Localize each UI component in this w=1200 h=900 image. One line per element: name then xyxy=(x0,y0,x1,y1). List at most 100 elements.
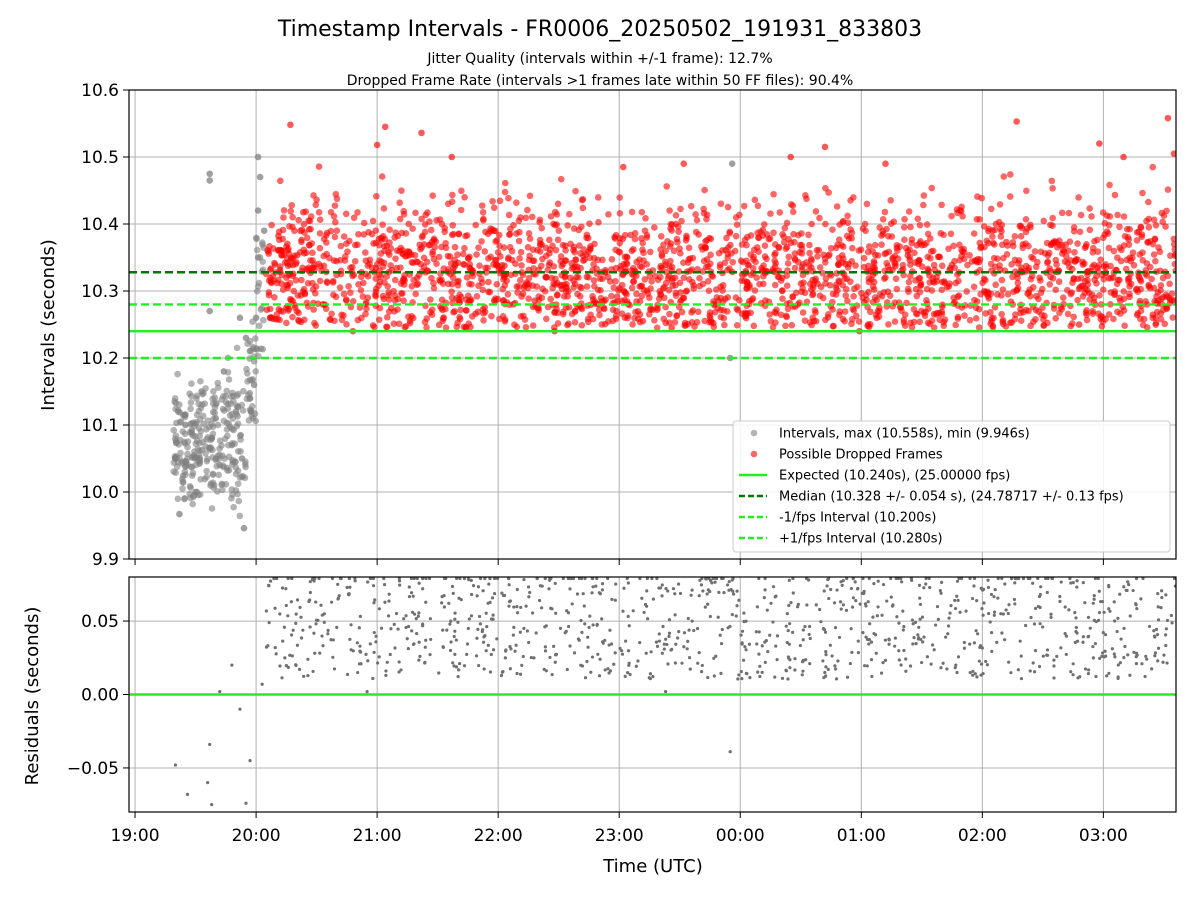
interval-point xyxy=(230,503,237,511)
dropped-frame-point xyxy=(291,304,299,311)
residual-point xyxy=(470,592,474,597)
dropped-frame-point xyxy=(444,252,452,260)
dropped-frame-point xyxy=(878,232,885,239)
residual-point xyxy=(763,660,767,665)
dropped-frame-point xyxy=(939,301,946,308)
dropped-frame-point xyxy=(481,248,489,255)
residual-point xyxy=(1100,654,1104,658)
residual-point xyxy=(850,605,855,609)
residual-point xyxy=(417,640,421,644)
interval-point xyxy=(221,435,229,443)
x-tick-label: 22:00 xyxy=(474,826,523,846)
residual-point xyxy=(838,600,843,604)
residual-point xyxy=(762,596,766,600)
dropped-frame-point xyxy=(659,285,667,292)
dropped-frame-point xyxy=(381,242,388,250)
dropped-frame-point xyxy=(1017,233,1025,240)
dropped-frame-point xyxy=(571,319,579,326)
interval-point xyxy=(252,417,260,425)
interval-point xyxy=(172,405,179,413)
dropped-frame-point xyxy=(865,288,872,296)
residual-point xyxy=(449,619,453,623)
residual-point xyxy=(550,607,554,611)
dropped-frame-point xyxy=(826,281,834,289)
residual-point xyxy=(985,663,990,667)
residual-point xyxy=(218,689,222,694)
dropped-frame-point xyxy=(1069,320,1076,327)
dropped-frame-point xyxy=(910,305,918,313)
residual-point xyxy=(487,582,491,586)
dropped-frame-point xyxy=(1082,309,1090,317)
dropped-frame-point xyxy=(487,253,495,261)
dropped-frame-point xyxy=(936,316,943,324)
residual-point xyxy=(883,658,888,662)
dropped-frame-point xyxy=(433,260,440,267)
residual-point xyxy=(1052,658,1056,662)
dropped-frame-point xyxy=(1048,177,1056,185)
interval-point xyxy=(181,495,188,503)
residual-point xyxy=(901,628,905,632)
dropped-frame-point xyxy=(938,201,945,209)
residual-point xyxy=(695,626,700,631)
dropped-frame-point xyxy=(383,323,391,331)
residual-point xyxy=(1156,618,1161,622)
dropped-frame-point xyxy=(328,310,335,318)
dropped-frame-point xyxy=(466,260,474,268)
residual-point xyxy=(308,580,312,584)
dropped-frame-point xyxy=(573,273,580,281)
residual-point xyxy=(1069,581,1073,585)
dropped-frame-point xyxy=(547,213,555,220)
dropped-frame-point xyxy=(630,245,637,253)
residual-point xyxy=(314,622,318,626)
dropped-frame-point xyxy=(654,304,661,312)
interval-point xyxy=(254,207,262,214)
dropped-frame-point xyxy=(1122,265,1130,273)
dropped-frame-point xyxy=(1152,257,1159,265)
dropped-frame-point xyxy=(400,275,408,283)
residual-point xyxy=(453,617,457,621)
residual-point xyxy=(621,609,625,613)
dropped-frame-point xyxy=(515,237,523,245)
residual-point xyxy=(686,639,690,643)
residual-point xyxy=(441,628,445,632)
dropped-frame-point xyxy=(672,220,680,228)
dropped-frame-point xyxy=(298,276,305,284)
residual-point xyxy=(579,663,583,667)
dropped-frame-point xyxy=(280,214,287,221)
dropped-frame-point xyxy=(538,294,546,301)
residual-point xyxy=(540,584,544,588)
residual-point xyxy=(1083,601,1087,605)
dropped-frame-point xyxy=(298,226,306,234)
dropped-frame-point xyxy=(1009,239,1017,246)
residual-point xyxy=(808,662,812,666)
dropped-frame-point xyxy=(479,208,487,216)
residual-point xyxy=(286,614,290,618)
dropped-frame-point xyxy=(812,208,820,215)
dropped-frame-point xyxy=(908,324,916,331)
dropped-frame-point xyxy=(391,276,399,284)
dropped-frame-point xyxy=(1052,256,1060,264)
residual-point xyxy=(1033,649,1038,653)
residual-point xyxy=(655,577,659,581)
residual-point xyxy=(417,581,421,585)
residual-point xyxy=(763,588,767,592)
dropped-frame-point xyxy=(386,239,393,246)
interval-point xyxy=(207,480,215,487)
dropped-frame-point xyxy=(429,192,436,199)
residual-point xyxy=(322,620,326,625)
dropped-frame-point xyxy=(975,324,983,331)
residual-point xyxy=(553,581,557,586)
residual-point xyxy=(513,649,517,653)
dropped-frame-point xyxy=(741,277,748,284)
dropped-frame-point xyxy=(1027,322,1034,330)
residual-point xyxy=(660,594,664,598)
residual-point xyxy=(756,670,760,674)
dropped-frame-point xyxy=(292,277,300,284)
dropped-frame-point xyxy=(533,283,541,290)
dropped-frame-point xyxy=(992,220,1000,228)
dropped-frame-point xyxy=(1045,249,1053,257)
dropped-frame-point xyxy=(268,279,275,287)
dropped-frame-point xyxy=(392,255,399,262)
residual-point xyxy=(986,578,990,582)
residual-point xyxy=(699,583,704,587)
